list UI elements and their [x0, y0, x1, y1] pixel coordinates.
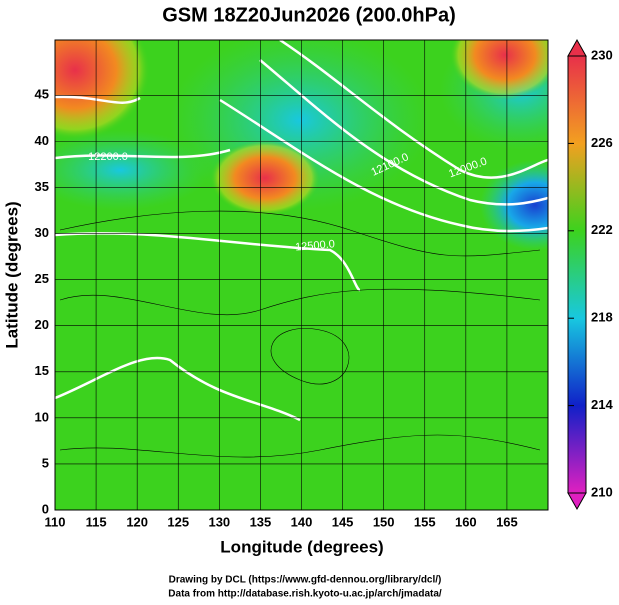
x-tick-label: 160	[455, 514, 477, 529]
contour-label: 12200.0	[88, 151, 128, 163]
x-tick-label: 140	[291, 514, 313, 529]
x-tick-label: 165	[496, 514, 518, 529]
x-axis-label: Longitude (degrees)	[220, 537, 383, 556]
y-tick-label: 10	[35, 409, 49, 424]
x-tick-label: 135	[250, 514, 272, 529]
y-tick-label: 0	[42, 501, 49, 516]
colorbar-tick-label: 218	[591, 310, 613, 325]
x-tick-label: 120	[126, 514, 148, 529]
credit: Drawing by DCL (https://www.gfd-dennou.o…	[169, 575, 442, 586]
y-tick-label: 20	[35, 317, 49, 332]
x-tick-label: 130	[208, 514, 230, 529]
y-axis-label: Latitude (degrees)	[2, 201, 21, 348]
y-tick-label: 45	[35, 87, 49, 102]
colorbar	[567, 55, 587, 494]
credit: Data from http://database.rish.kyoto-u.a…	[168, 589, 442, 600]
contour-label: 12500.0	[295, 238, 336, 253]
chart-title: GSM 18Z20Jun2026 (200.0hPa)	[162, 4, 455, 26]
y-tick-label: 30	[35, 225, 49, 240]
x-tick-label: 145	[332, 514, 354, 529]
x-tick-label: 150	[373, 514, 395, 529]
colorbar-top	[567, 38, 587, 57]
colorbar-tick-label: 222	[591, 222, 613, 237]
field	[55, 40, 548, 510]
y-tick-label: 40	[35, 133, 49, 148]
colorbar-tick-label: 210	[591, 484, 613, 499]
colorbar-tick-label: 214	[591, 397, 613, 412]
y-tick-label: 35	[35, 179, 49, 194]
y-tick-label: 25	[35, 271, 49, 286]
y-tick-label: 15	[35, 363, 49, 378]
colorbar-tick-label: 230	[591, 47, 613, 62]
colorbar-tick-label: 226	[591, 135, 613, 150]
y-tick-label: 5	[42, 455, 49, 470]
x-tick-label: 155	[414, 514, 436, 529]
x-tick-label: 115	[86, 514, 107, 529]
plot-frame	[54, 39, 549, 511]
x-tick-label: 125	[167, 514, 189, 529]
x-tick-label: 110	[45, 514, 66, 529]
colorbar-bottom	[567, 492, 587, 511]
